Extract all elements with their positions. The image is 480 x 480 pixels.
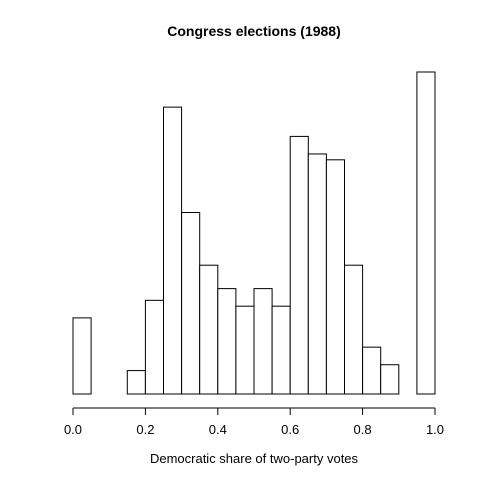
x-axis-label: Democratic share of two-party votes — [150, 451, 359, 466]
x-tick-label: 0.4 — [209, 422, 227, 437]
histogram-bar — [326, 160, 344, 394]
x-tick-label: 0.0 — [64, 422, 82, 437]
histogram-bar — [363, 347, 381, 394]
histogram-bar — [145, 300, 163, 394]
histogram-bar — [182, 213, 200, 394]
x-tick-label: 0.2 — [136, 422, 154, 437]
x-axis: 0.0 0.2 0.4 0.6 0.8 1.0 — [64, 408, 444, 437]
histogram-bar — [417, 72, 435, 394]
histogram-bar — [127, 371, 145, 394]
histogram-bar — [308, 154, 326, 394]
histogram-bar — [164, 107, 182, 394]
histogram-bar — [200, 265, 218, 394]
x-tick-label: 0.8 — [354, 422, 372, 437]
histogram-bar — [254, 289, 272, 394]
histogram-bar — [381, 365, 399, 394]
histogram-bar — [345, 265, 363, 394]
histogram-bar — [73, 318, 91, 394]
histogram-bar — [272, 306, 290, 394]
histogram-bars — [73, 72, 435, 394]
histogram-bar — [218, 289, 236, 394]
x-tick-label: 1.0 — [426, 422, 444, 437]
x-tick-label: 0.6 — [281, 422, 299, 437]
chart-title: Congress elections (1988) — [167, 23, 341, 39]
histogram-bar — [290, 136, 308, 394]
histogram-bar — [236, 306, 254, 394]
